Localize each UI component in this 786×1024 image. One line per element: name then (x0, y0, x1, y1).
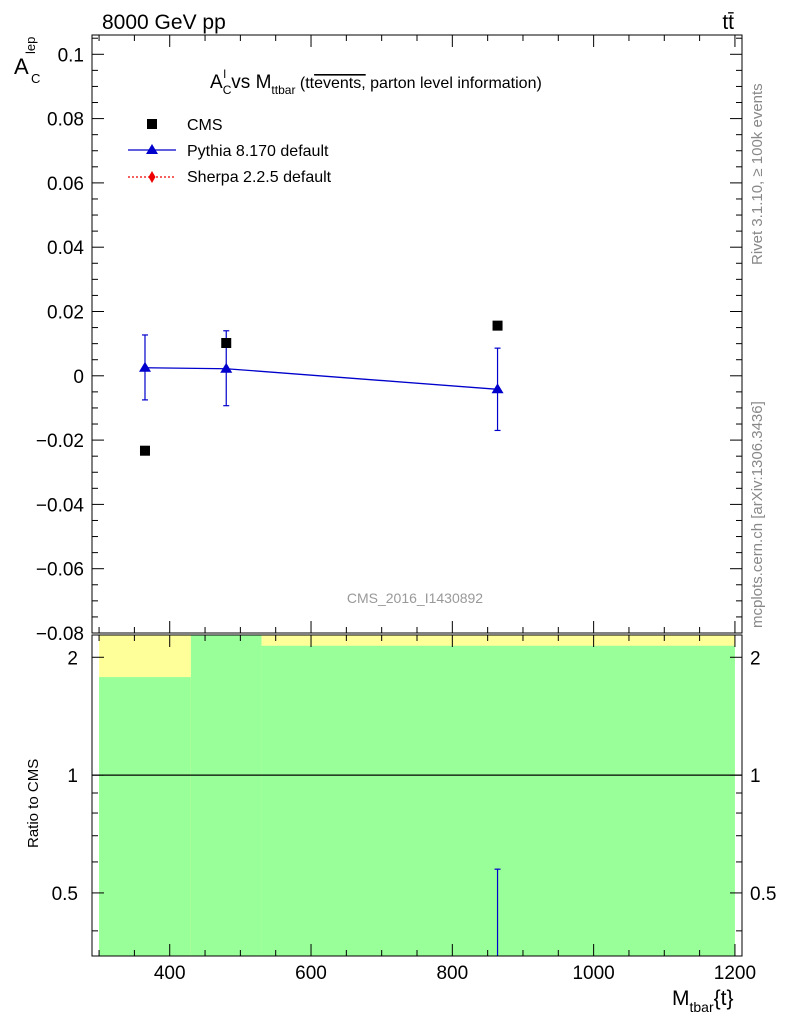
legend-entry-cms: CMS (147, 117, 223, 134)
x-label-main: M (672, 987, 690, 1010)
legend: CMS Pythia 8.170 default Sherpa 2.2.5 de… (128, 117, 332, 186)
xtick-label: 400 (154, 963, 186, 984)
title-a-sup: l (223, 67, 226, 81)
x-label-rest: {t} (714, 987, 734, 1010)
mcplots-info: mcplots.cern.ch [arXiv:1306.3436] (749, 401, 766, 628)
pythia-point-1 (220, 362, 233, 373)
title-a: A (210, 72, 223, 93)
upper-ytick-label: 0 (73, 367, 84, 388)
title-a-sub: C (223, 83, 232, 97)
lower-ytick-label-right: 0.5 (750, 884, 776, 905)
xtick-label: 1000 (572, 963, 614, 984)
y-label-main: A (14, 54, 29, 79)
upper-ytick-label: 0.02 (47, 302, 84, 323)
ratio-axis-label: Ratio to CMS (25, 759, 42, 848)
upper-ytick-label: −0.06 (36, 560, 84, 581)
header-left: 8000 GeV pp (102, 11, 226, 34)
title-m-sub: ttbar (271, 83, 295, 97)
upper-ytick-label: 0.1 (58, 45, 84, 66)
y-axis-label: A C lep (14, 37, 40, 86)
upper-ytick-label: −0.04 (36, 495, 85, 516)
legend-entry-sherpa: Sherpa 2.2.5 default (128, 169, 332, 186)
ratio-band-green-0 (99, 677, 191, 956)
legend-label-sherpa: Sherpa 2.2.5 default (187, 169, 332, 186)
axis-ticks: 0.1 0.08 0.06 0.04 0.02 0 −0.02 −0.04 −0.06 −0.08… (36, 35, 776, 984)
lower-ytick-label-right: 2 (750, 648, 761, 669)
upper-ytick-label: −0.02 (36, 431, 84, 452)
title-rest: parton level information) (366, 75, 542, 92)
header-right: tt̄ (722, 11, 734, 34)
upper-ytick-label: 0.04 (47, 238, 84, 259)
cms-point-2 (492, 320, 503, 331)
pythia-point-0 (138, 361, 151, 372)
upper-ytick-label: −0.08 (36, 624, 84, 645)
y-label-sub: C (31, 71, 40, 86)
ratio-band-green-1 (190, 635, 262, 956)
plot-title: ACl vs Mttbar (ttevents, parton level in… (210, 67, 542, 97)
legend-marker-pythia (146, 144, 158, 154)
title-paren: (tt (295, 75, 314, 92)
analysis-watermark: CMS_2016_I1430892 (347, 590, 483, 606)
lower-ytick-label-right: 1 (750, 766, 761, 787)
lower-ytick-label-left: 2 (67, 648, 78, 669)
title-overlined: events, (314, 75, 366, 92)
x-axis-label: Mtbar{t} (672, 987, 734, 1015)
legend-label-pythia: Pythia 8.170 default (187, 143, 329, 160)
rivet-info: Rivet 3.1.10, ≥ 100k events (749, 83, 766, 265)
xtick-label: 1200 (714, 963, 756, 984)
ratio-band-green-2 (261, 645, 735, 956)
xtick-label: 800 (436, 963, 468, 984)
legend-label-cms: CMS (187, 117, 223, 134)
ratio-plot-area (92, 635, 742, 956)
pythia-line (144, 367, 498, 390)
pythia-point-2 (491, 383, 504, 394)
lower-ytick-label-left: 0.5 (52, 884, 78, 905)
y-label-sup: lep (23, 37, 38, 54)
legend-marker-sherpa (148, 171, 156, 183)
upper-plot-area (138, 320, 504, 456)
upper-ytick-label: 0.06 (47, 174, 84, 195)
legend-entry-pythia: Pythia 8.170 default (128, 143, 329, 160)
cms-point-1 (221, 338, 232, 349)
xtick-label: 600 (295, 963, 327, 984)
legend-marker-cms (147, 119, 157, 129)
x-label-sub: tbar (690, 999, 714, 1015)
lower-ytick-label-left: 1 (67, 766, 78, 787)
upper-ytick-label: 0.08 (47, 110, 84, 131)
cms-point-0 (139, 445, 150, 456)
title-vs: vs M (226, 72, 271, 93)
